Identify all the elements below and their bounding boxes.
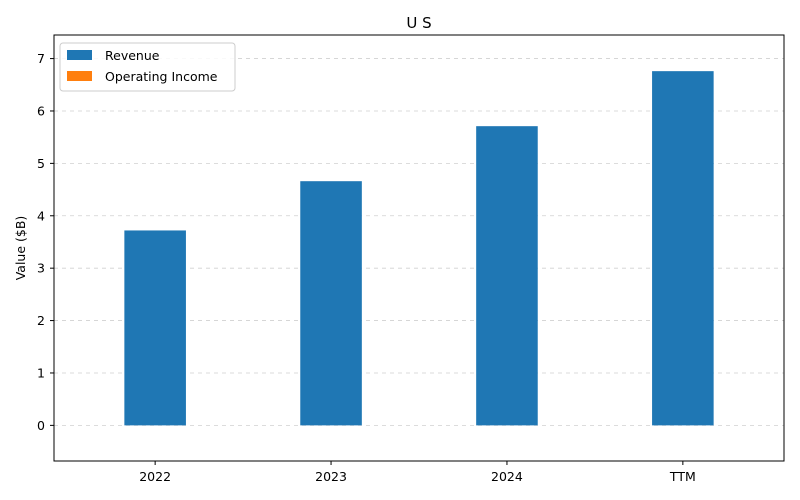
bars [124, 71, 714, 426]
legend: Revenue Operating Income [59, 42, 236, 92]
y-tick-label: 0 [37, 418, 45, 433]
legend-swatch-operating-income [67, 71, 92, 81]
x-tick-label: 2022 [139, 469, 171, 484]
y-tick-label: 1 [37, 365, 45, 380]
chart-title: U S [406, 14, 431, 32]
y-tick-label: 4 [37, 208, 45, 223]
y-tick-label: 5 [37, 156, 45, 171]
y-tick-label: 7 [37, 51, 45, 66]
x-tick-label: 2024 [491, 469, 523, 484]
legend-label-operating-income: Operating Income [105, 69, 218, 84]
y-axis: 0 1 2 3 4 5 6 7 [37, 51, 54, 433]
y-tick-label: 6 [37, 103, 45, 118]
plot-frame [53, 34, 785, 462]
legend-box [59, 42, 236, 92]
legend-label-revenue: Revenue [105, 48, 160, 63]
x-tick-label: TTM [669, 469, 696, 484]
bar-revenue [652, 71, 714, 426]
bar-revenue [300, 181, 362, 426]
x-axis: 2022 2023 2024 TTM [139, 461, 696, 484]
bar-revenue [124, 230, 186, 426]
y-axis-title: Value ($B) [13, 216, 28, 281]
y-tick-label: 2 [37, 313, 45, 328]
y-tick-label: 3 [37, 261, 45, 276]
bar-revenue [476, 126, 538, 426]
x-tick-label: 2023 [315, 469, 347, 484]
legend-swatch-revenue [67, 50, 92, 60]
